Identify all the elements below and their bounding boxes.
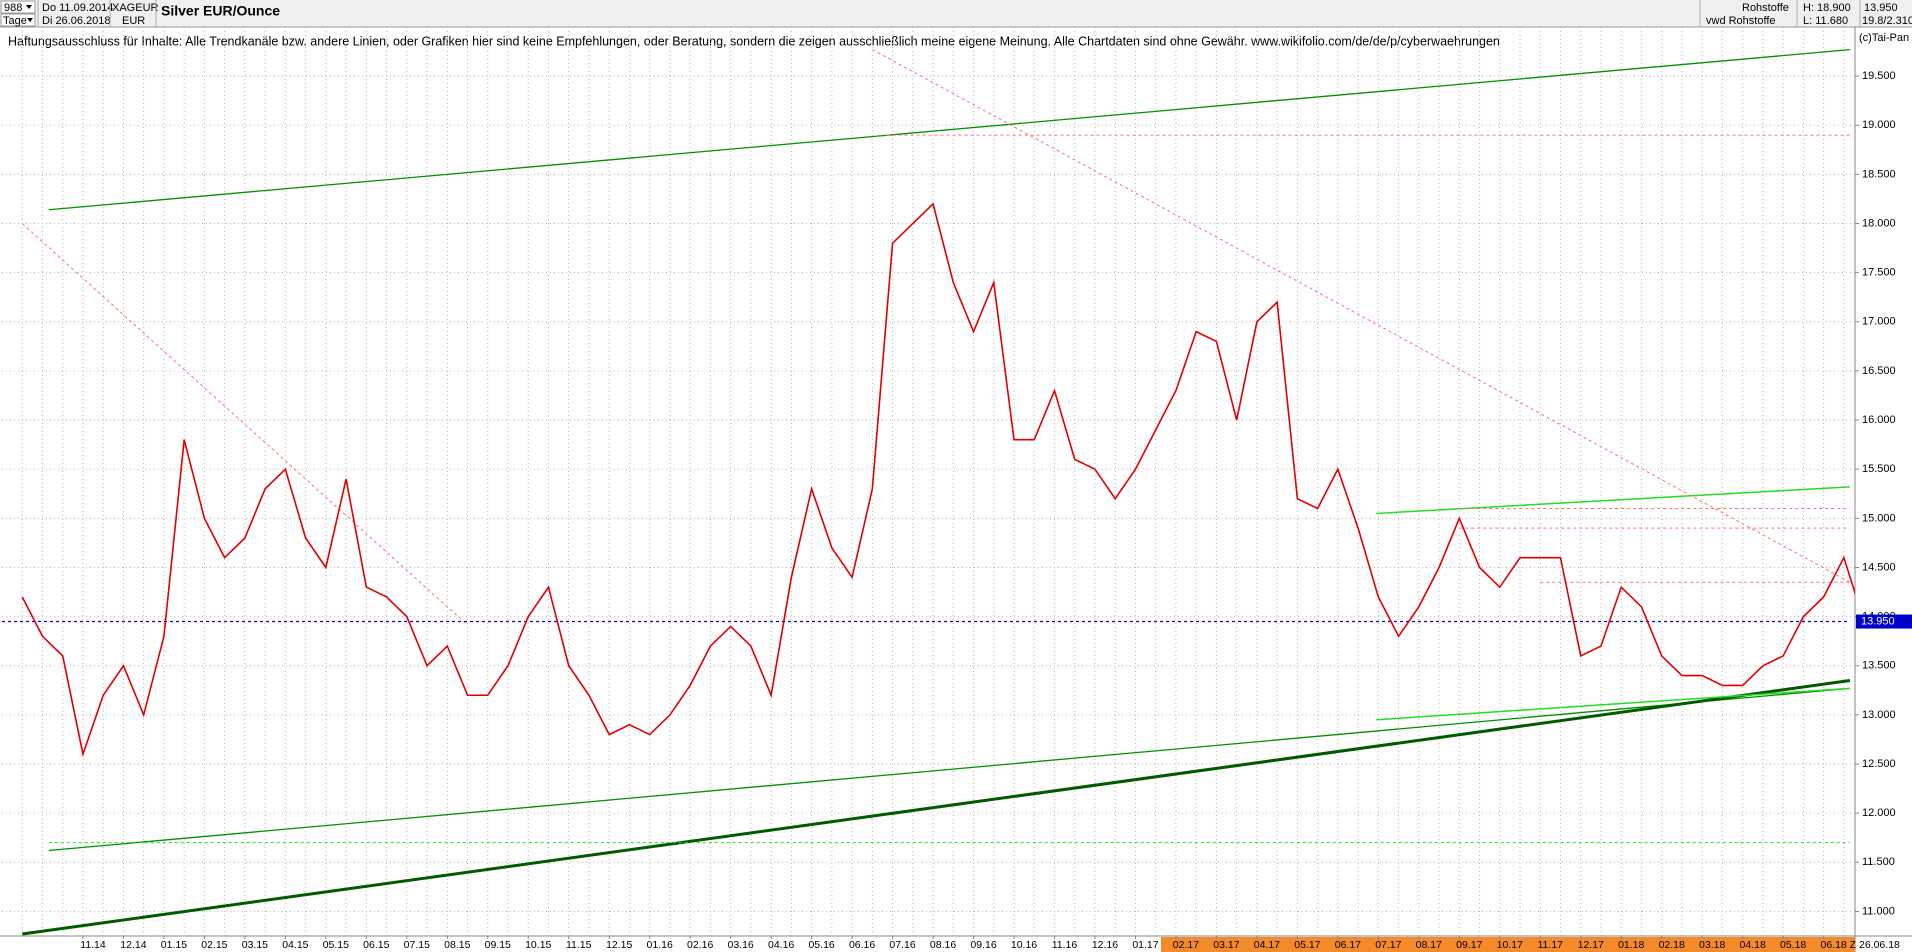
trend-line [872,49,1851,583]
x-tick-label: 08.16 [930,939,956,951]
x-tick-label: 02.17 [1173,939,1199,951]
trend-line [1376,486,1850,515]
axis-highlight [1161,937,1855,952]
x-tick-label: 06.17 [1335,939,1361,951]
x-tick-label: 09.17 [1456,939,1482,951]
change: 19.8/2.310 [1862,15,1912,27]
x-tick-label: 06.15 [363,939,389,951]
plot-area [2,27,1855,936]
y-tick-label: 19.500 [1862,70,1896,82]
price-tag: 13.950 [1861,615,1895,627]
y-tick-label: 18.500 [1862,168,1896,180]
trend-line [21,223,468,625]
period-count-box[interactable] [0,0,36,14]
x-tick-label: 09.15 [485,939,511,951]
x-tick-label: 11.14 [80,939,106,951]
x-tick-label: 02.16 [687,939,713,951]
x-tick-label: 01.17 [1132,939,1158,951]
y-tick-label: 11.500 [1862,856,1895,868]
x-tick-label: 04.17 [1254,939,1280,951]
symbol: XAGEUR [112,2,159,14]
x-tick-label: 08.17 [1416,939,1442,951]
x-tick-label: 02.15 [201,939,227,951]
dropdown-arrow[interactable] [27,18,33,22]
x-tick-label: 10.16 [1011,939,1037,951]
x-tick-label: 04.18 [1740,939,1766,951]
period-count[interactable]: 988 [4,2,22,14]
x-tick-label: 05.16 [808,939,834,951]
price-line [21,202,1855,758]
trend-line [1376,687,1850,721]
period-unit-box[interactable] [0,13,36,27]
x-tick-label: 07.17 [1375,939,1401,951]
x-tick-label: 04.16 [768,939,794,951]
x-tick-label: 07.15 [404,939,430,951]
x-tick-label: 12.17 [1578,939,1604,951]
source: Rohstoffe [1742,2,1789,14]
x-end-label: 26.06.18 [1859,939,1900,951]
y-tick-label: 11.000 [1862,905,1895,917]
y-tick-label: 12.500 [1862,758,1896,770]
x-tick-label: 05.15 [323,939,349,951]
y-tick-label: 17.500 [1862,267,1896,279]
x-end-marker: Z [1850,939,1857,951]
copyright: (c)Tai-Pan [1859,32,1909,44]
x-tick-label: 05.17 [1294,939,1320,951]
trend-line [22,679,1851,936]
disclaimer: Haftungsausschluss für Inhalte: Alle Tre… [8,34,1500,48]
end-date: Di 26.06.2018 [42,15,111,27]
x-tick-label: 01.16 [647,939,673,951]
x-tick-label: 01.18 [1618,939,1644,951]
header-bar [0,0,1912,27]
price-tag-box [1856,614,1912,629]
y-tick-label: 13.500 [1862,660,1896,672]
currency: EUR [122,15,145,27]
y-tick-label: 17.000 [1862,316,1896,328]
y-tick-label: 15.000 [1862,512,1896,524]
y-tick-label: 12.000 [1862,807,1896,819]
chart-title: Silver EUR/Ounce [161,3,280,19]
y-tick-label: 18.000 [1862,217,1896,229]
y-tick-label: 14.500 [1862,561,1896,573]
x-tick-label: 10.17 [1497,939,1523,951]
x-tick-label: 11.16 [1052,939,1078,951]
x-tick-label: 02.18 [1659,939,1685,951]
x-tick-label: 03.17 [1213,939,1239,951]
x-tick-label: 11.17 [1538,939,1564,951]
y-tick-label: 13.000 [1862,709,1896,721]
x-tick-label: 03.18 [1699,939,1725,951]
x-tick-label: 04.15 [282,939,308,951]
x-tick-label: 01.15 [161,939,187,951]
low: L: 11.680 [1803,15,1848,27]
dropdown-arrow[interactable] [26,5,32,9]
y-tick-label: 15.500 [1862,463,1896,475]
x-tick-label: 11.15 [566,939,592,951]
x-tick-label: 09.16 [970,939,996,951]
x-tick-label: 05.18 [1780,939,1806,951]
last-price: 13.950 [1864,2,1898,14]
x-tick-label: 06.18 [1820,939,1846,951]
x-tick-label: 03.15 [242,939,268,951]
start-date: Do 11.09.2014 [42,2,113,14]
trend-line [48,687,1850,852]
x-tick-label: 12.14 [120,939,146,951]
y-tick-label: 16.000 [1862,414,1896,426]
x-tick-label: 06.16 [849,939,875,951]
x-tick-label: 03.16 [728,939,754,951]
period-unit[interactable]: Tage [3,15,27,27]
x-tick-label: 07.16 [889,939,915,951]
high: H: 18.900 [1803,2,1851,14]
x-tick-label: 08.15 [444,939,470,951]
trend-line [48,48,1850,211]
y-tick-label: 19.000 [1862,119,1896,131]
x-tick-label: 12.15 [606,939,632,951]
x-tick-label: 10.15 [525,939,551,951]
x-tick-label: 12.16 [1092,939,1118,951]
y-tick-label: 16.500 [1862,365,1896,377]
source-full: vwd Rohstoffe [1706,15,1776,27]
